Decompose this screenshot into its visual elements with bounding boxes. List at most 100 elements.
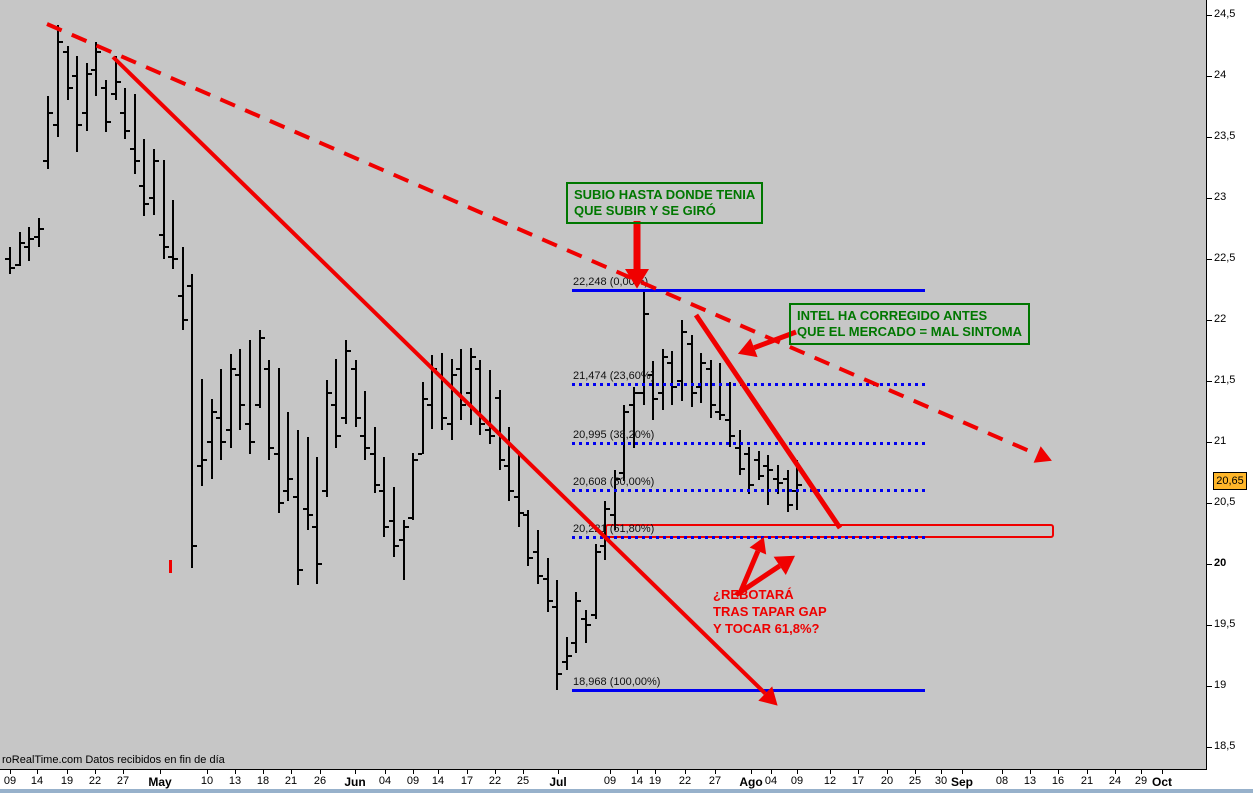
price-bar [307, 437, 309, 530]
price-bar-close-tick [769, 469, 773, 471]
y-axis-label: 19,5 [1214, 618, 1236, 630]
price-bar-open-tick [610, 514, 614, 516]
price-bar-open-tick [351, 368, 355, 370]
price-bar-open-tick [312, 526, 316, 528]
x-axis-label: 27 [116, 775, 130, 787]
x-axis-tick [1002, 770, 1003, 774]
annotation-line: Y TOCAR 61,8%? [713, 621, 820, 636]
y-axis-label: 19 [1214, 679, 1227, 691]
price-bar [595, 544, 597, 619]
price-bar-open-tick [43, 160, 47, 162]
price-bar-open-tick [101, 87, 105, 89]
price-bar-close-tick [11, 267, 15, 269]
annotation-box-intel[interactable]: INTEL HA CORREGIDO ANTES QUE EL MERCADO … [789, 303, 1030, 345]
price-bar [153, 149, 155, 215]
price-bar [691, 335, 693, 407]
price-bar-open-tick [773, 478, 777, 480]
price-bar-open-tick [178, 295, 182, 297]
y-axis-label: 24,5 [1214, 8, 1236, 20]
price-bar-open-tick [485, 429, 489, 431]
price-bar-close-tick [529, 557, 533, 559]
price-bar-close-tick [232, 368, 236, 370]
price-bar-open-tick [379, 490, 383, 492]
x-axis-label: 26 [313, 775, 327, 787]
price-bar-open-tick [437, 374, 441, 376]
price-bar [28, 227, 30, 261]
price-bar-close-tick [30, 238, 34, 240]
price-bar [719, 363, 721, 420]
price-bar [268, 360, 270, 460]
price-bar-close-tick [357, 417, 361, 419]
chart-plot-area[interactable]: 22,248 (0,00%) 21,474 (23,60%) 20,995 (38,… [0, 0, 1207, 770]
price-bar-close-tick [69, 87, 73, 89]
price-bar-close-tick [789, 504, 793, 506]
price-bar-open-tick [331, 404, 335, 406]
x-axis-tick [610, 770, 611, 774]
price-bar-open-tick [5, 258, 9, 260]
price-bar-open-tick [15, 264, 19, 266]
price-bar-close-tick [664, 356, 668, 358]
price-bar [115, 56, 117, 100]
price-bar-open-tick [360, 435, 364, 437]
price-bar [643, 290, 645, 405]
price-bar-open-tick [629, 404, 633, 406]
price-bar-close-tick [721, 414, 725, 416]
y-axis-label: 22,5 [1214, 252, 1236, 264]
x-axis-label: 25 [516, 775, 530, 787]
price-bar [76, 56, 78, 152]
annotation-box-subio[interactable]: SUBIO HASTA DONDE TENIA QUE SUBIR Y SE G… [566, 182, 764, 224]
price-bar-open-tick [466, 392, 470, 394]
fib-level-line[interactable] [572, 442, 925, 445]
price-bar-open-tick [543, 578, 547, 580]
price-bar-open-tick [677, 380, 681, 382]
price-bar-close-tick [174, 258, 178, 260]
x-axis-tick [320, 770, 321, 774]
price-bar-open-tick [696, 386, 700, 388]
price-bar-close-tick [184, 319, 188, 321]
price-bar-close-tick [798, 484, 802, 486]
price-bar-open-tick [389, 520, 393, 522]
x-axis-tick [715, 770, 716, 774]
price-bar [220, 369, 222, 460]
price-bar [470, 348, 472, 425]
price-bar [239, 349, 241, 430]
x-axis-label: 18 [256, 775, 270, 787]
price-bar-open-tick [399, 539, 403, 541]
x-axis-tick [858, 770, 859, 774]
price-bar-open-tick [533, 551, 537, 553]
price-bar-close-tick [251, 441, 255, 443]
price-bar [547, 558, 549, 612]
annotation-rebote-text[interactable]: ¿REBOTARÁ TRAS TAPAR GAP Y TOCAR 61,8%? [713, 586, 827, 637]
y-axis-tick [1207, 259, 1212, 260]
fib-level-line[interactable] [572, 383, 925, 386]
x-axis-label: 21 [1080, 775, 1094, 787]
y-axis-tick [1207, 198, 1212, 199]
y-axis-tick [1207, 137, 1212, 138]
price-bar-open-tick [283, 490, 287, 492]
price-bar-close-tick [501, 459, 505, 461]
price-bar-close-tick [760, 475, 764, 477]
x-axis-tick [637, 770, 638, 774]
price-bar-close-tick [568, 655, 572, 657]
x-axis-tick [10, 770, 11, 774]
fib-level-line[interactable] [572, 289, 925, 292]
y-axis-tick [1207, 15, 1212, 16]
fib-level-line[interactable] [572, 689, 925, 692]
price-bar-open-tick [197, 465, 201, 467]
price-bar-close-tick [309, 514, 313, 516]
price-bar-close-tick [270, 447, 274, 449]
price-bar [345, 340, 347, 424]
price-bar-open-tick [687, 343, 691, 345]
fib-level-line[interactable] [572, 489, 925, 492]
price-bar-close-tick [193, 545, 197, 547]
x-axis-label: 14 [431, 775, 445, 787]
price-bar [403, 520, 405, 580]
fib-level-line[interactable] [572, 536, 925, 539]
price-bar-close-tick [395, 545, 399, 547]
price-bar-open-tick [715, 411, 719, 413]
x-axis-tick [438, 770, 439, 774]
x-axis-label: 22 [488, 775, 502, 787]
price-bar-close-tick [241, 404, 245, 406]
price-bar [412, 453, 414, 520]
fib-level-label: 20,995 (38,20%) [573, 429, 655, 441]
